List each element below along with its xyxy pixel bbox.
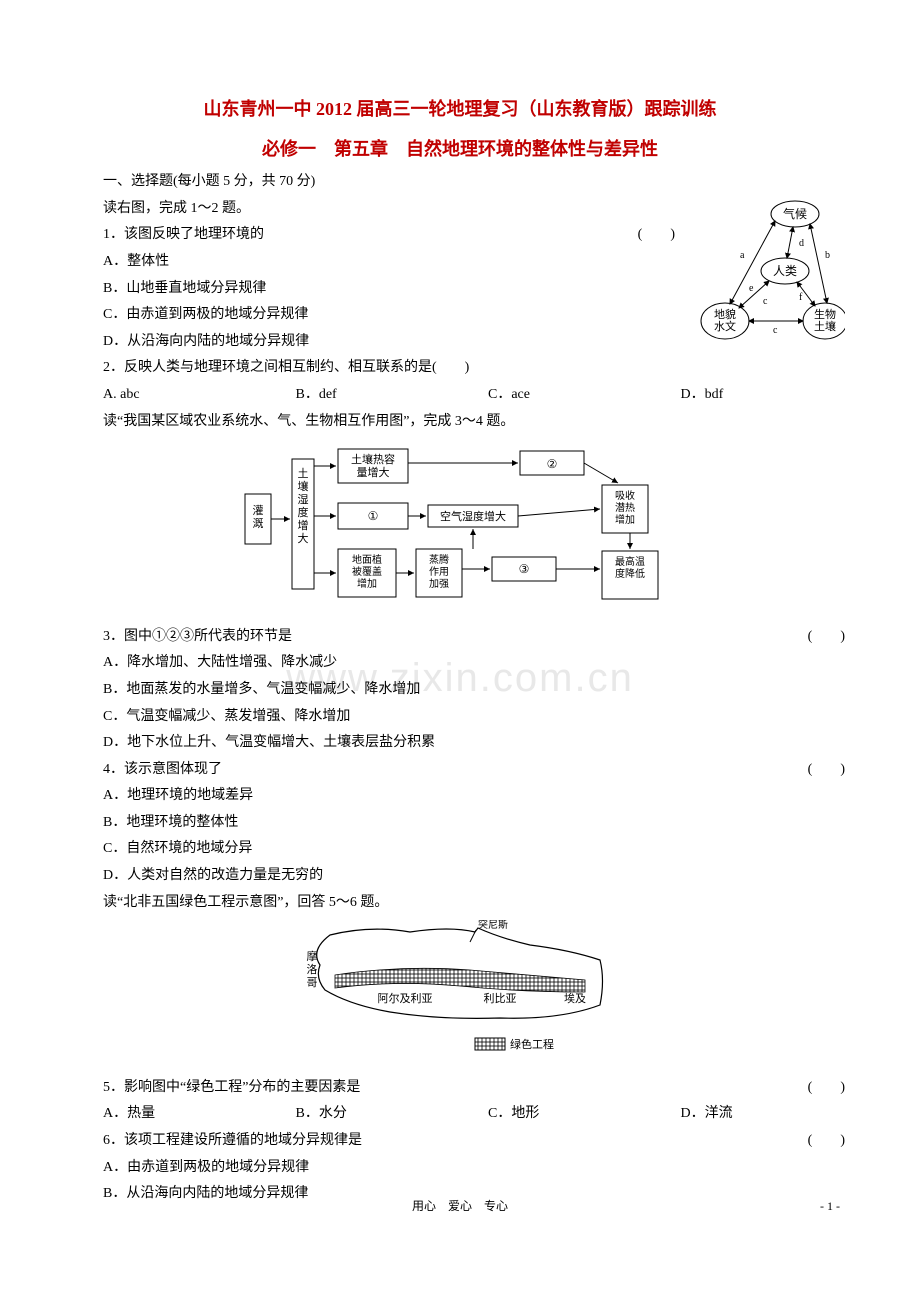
fig1-label-a: a	[740, 250, 745, 261]
q3-stem: 3．图中①②③所代表的环节是 ( )	[75, 624, 845, 651]
q6-paren: ( )	[780, 1128, 845, 1155]
q4-opt-d: D．人类对自然的改造力量是无穷的	[75, 863, 845, 890]
fig1-node-br1: 生物	[814, 307, 836, 321]
fig3-tunis: 突尼斯	[478, 920, 508, 931]
fig2-heat: 土壤热容量增大	[351, 452, 395, 479]
q6-opt-a: A．由赤道到两极的地域分异规律	[75, 1155, 845, 1182]
q6-opt-b: B．从沿海向内陆的地域分异规律	[75, 1181, 845, 1208]
fig2-evap: 蒸腾作用加强	[429, 553, 449, 590]
fig2-maxtemp: 最高温度降低	[615, 555, 645, 580]
fig2-c3: ③	[519, 562, 530, 576]
intro-5-6: 读“北非五国绿色工程示意图”，回答 5～6 题。	[75, 890, 845, 917]
figure-1: 气候 人类 地貌 水文 生物 土壤 d	[685, 196, 845, 357]
q2-stem: 2．反映人类与地理环境之间相互制约、相互联系的是( )	[75, 355, 845, 382]
fig3-morocco: 摩洛哥	[307, 949, 318, 989]
q5-opt-d: D．洋流	[653, 1101, 846, 1128]
q3-paren: ( )	[780, 624, 845, 651]
fig1-label-c1: c	[763, 296, 768, 307]
q5-opt-c: C．地形	[460, 1101, 653, 1128]
page-content: 山东青州一中 2012 届高三一轮地理复习（山东教育版）跟踪训练 必修一 第五章…	[75, 90, 845, 1208]
fig1-node-top: 气候	[783, 206, 807, 221]
fig1-node-center: 人类	[773, 264, 797, 278]
q2-opt-d: D．bdf	[653, 382, 846, 409]
fig2-c2: ②	[547, 457, 558, 471]
q3-opt-b: B．地面蒸发的水量增多、气温变幅减少、降水增加	[75, 677, 845, 704]
fig3-libya: 利比亚	[484, 992, 517, 1005]
q4-paren: ( )	[780, 757, 845, 784]
q3-opt-a: A．降水增加、大陆性增强、降水减少	[75, 650, 845, 677]
section-heading: 一、选择题(每小题 5 分，共 70 分)	[75, 169, 845, 196]
intro-3-4: 读“我国某区域农业系统水、气、生物相互作用图”，完成 3～4 题。	[75, 409, 845, 436]
q4-opt-a: A．地理环境的地域差异	[75, 783, 845, 810]
q1-stem-text: 1．该图反映了地理环境的	[75, 222, 264, 249]
fig3-egypt: 埃及	[564, 991, 586, 1005]
fig2-humid: 空气湿度增大	[440, 509, 506, 523]
fig2-c1: ①	[368, 509, 379, 523]
q1-paren: ( )	[610, 222, 675, 249]
q2-opt-c: C．ace	[460, 382, 653, 409]
figure-3: 摩洛哥 突尼斯 阿尔及利亚 利比亚 埃及 绿色工程	[75, 920, 845, 1071]
q4-stem: 4．该示意图体现了 ( )	[75, 757, 845, 784]
fig3-algeria: 阿尔及利亚	[378, 992, 433, 1005]
q3-opt-d: D．地下水位上升、气温变幅增大、土壤表层盐分积累	[75, 730, 845, 757]
q5-stem: 5．影响图中“绿色工程”分布的主要因素是 ( )	[75, 1075, 845, 1102]
figure-2: 灌溉 土壤湿度增大 土壤热容量增大 ① 地面植被覆盖增加 蒸腾作用加强 空气	[75, 439, 845, 620]
q5-stem-text: 5．影响图中“绿色工程”分布的主要因素是	[75, 1075, 360, 1102]
fig1-label-b: b	[825, 250, 830, 261]
q5-options: A．热量 B．水分 C．地形 D．洋流	[75, 1101, 845, 1128]
q2-options: A. abc B．def C．ace D．bdf	[75, 382, 845, 409]
title-line-1: 山东青州一中 2012 届高三一轮地理复习（山东教育版）跟踪训练	[75, 90, 845, 130]
q6-stem: 6．该项工程建设所遵循的地域分异规律是 ( )	[75, 1128, 845, 1155]
fig1-label-e: e	[749, 283, 754, 294]
fig1-node-bl2: 水文	[714, 319, 736, 333]
q1-stem: 1．该图反映了地理环境的 ( )	[75, 222, 675, 249]
q2-opt-b: B．def	[268, 382, 461, 409]
q5-opt-a: A．热量	[75, 1101, 268, 1128]
fig1-label-f: f	[799, 292, 803, 303]
q2-opt-a: A. abc	[75, 382, 268, 409]
fig1-node-br2: 土壤	[814, 319, 836, 333]
title-line-2: 必修一 第五章 自然地理环境的整体性与差异性	[75, 130, 845, 170]
q5-paren: ( )	[780, 1075, 845, 1102]
q3-stem-text: 3．图中①②③所代表的环节是	[75, 624, 292, 651]
fig1-node-bl1: 地貌	[714, 307, 736, 321]
q4-stem-text: 4．该示意图体现了	[75, 757, 222, 784]
q4-opt-b: B．地理环境的整体性	[75, 810, 845, 837]
q3-opt-c: C．气温变幅减少、蒸发增强、降水增加	[75, 704, 845, 731]
q5-opt-b: B．水分	[268, 1101, 461, 1128]
q4-opt-c: C．自然环境的地域分异	[75, 836, 845, 863]
fig3-legend: 绿色工程	[510, 1037, 554, 1051]
fig1-label-d: d	[799, 238, 804, 249]
fig1-label-c2: c	[773, 325, 778, 336]
fig2-latent: 吸收潜热增加	[615, 489, 635, 526]
q6-stem-text: 6．该项工程建设所遵循的地域分异规律是	[75, 1128, 362, 1155]
